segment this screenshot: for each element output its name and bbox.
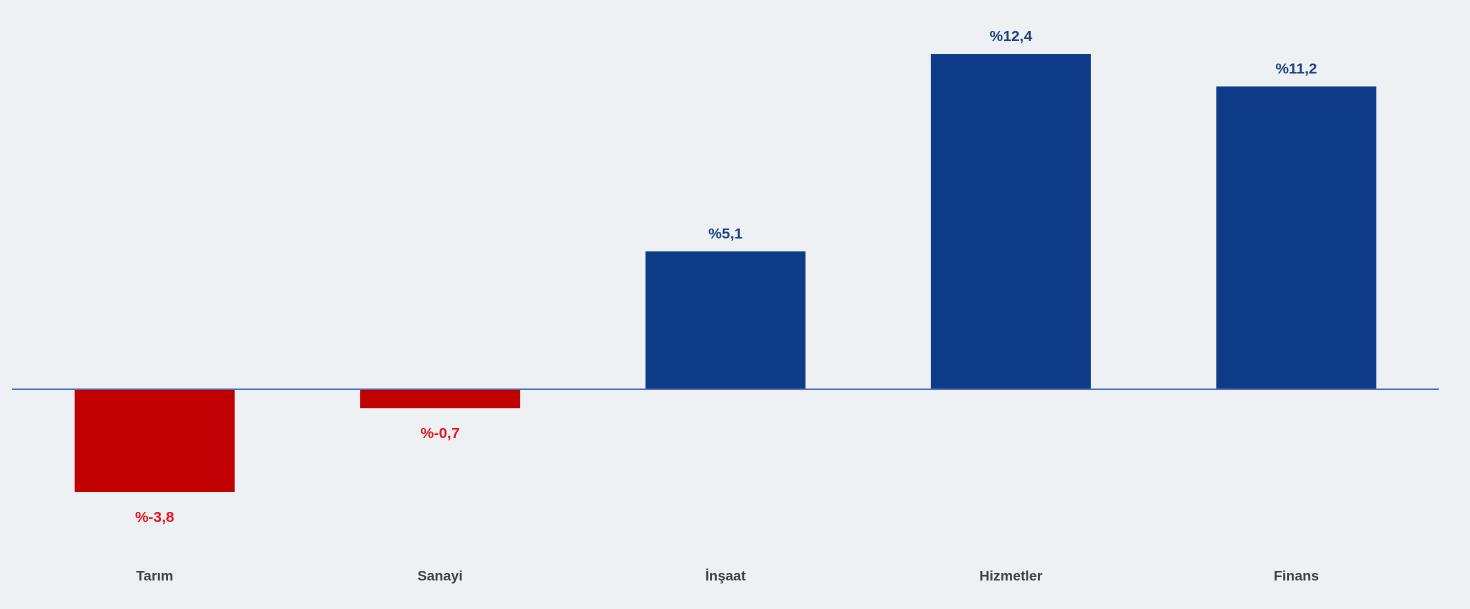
value-label: %-0,7 — [421, 425, 460, 442]
x-tick-label: İnşaat — [705, 568, 746, 584]
x-tick-label: Hizmetler — [979, 568, 1043, 584]
value-label: %12,4 — [990, 28, 1033, 45]
x-tick-label: Tarım — [136, 568, 173, 584]
bar — [360, 389, 521, 409]
bar — [645, 251, 806, 390]
bar — [1216, 86, 1377, 390]
bar — [74, 389, 235, 492]
x-tick-label: Sanayi — [418, 568, 463, 584]
value-label: %11,2 — [1275, 60, 1317, 77]
x-tick-label: Finans — [1274, 568, 1319, 584]
value-label: %5,1 — [708, 225, 742, 242]
value-label: %-3,8 — [135, 509, 174, 526]
bar — [930, 54, 1091, 390]
